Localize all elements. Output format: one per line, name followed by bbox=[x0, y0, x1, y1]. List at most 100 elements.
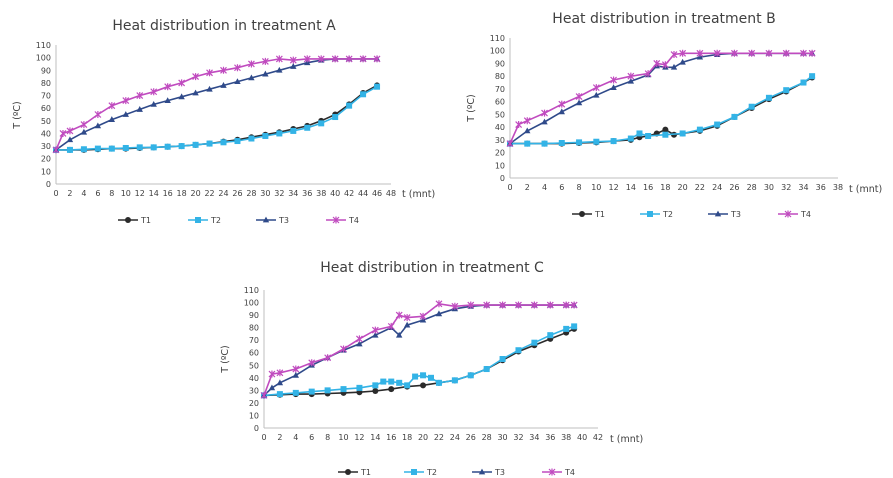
y-tick-label: 90 bbox=[495, 59, 505, 68]
data-point-t3 bbox=[292, 371, 300, 378]
data-point-t4 bbox=[748, 49, 756, 57]
legend-marker bbox=[548, 468, 556, 476]
x-tick-label: 12 bbox=[354, 433, 364, 442]
x-tick-label: 18 bbox=[660, 183, 670, 192]
data-point-t4 bbox=[506, 140, 514, 148]
x-tick-label: 28 bbox=[246, 189, 256, 198]
data-point-t4 bbox=[275, 55, 283, 63]
chart-title: Heat distribution in treatment A bbox=[112, 18, 336, 34]
x-tick-label: 16 bbox=[386, 433, 396, 442]
legend-label: T4 bbox=[564, 468, 575, 477]
legend-item-t3: T3 bbox=[472, 468, 505, 477]
data-point-t2 bbox=[262, 132, 269, 139]
x-tick-label: 22 bbox=[204, 189, 214, 198]
y-tick-label: 70 bbox=[249, 336, 259, 345]
data-point-t4 bbox=[220, 66, 227, 74]
data-point-t4 bbox=[541, 109, 548, 117]
data-point-t2 bbox=[66, 146, 73, 153]
data-point-t3 bbox=[136, 106, 143, 112]
data-point-t4 bbox=[808, 49, 816, 57]
legend-marker bbox=[411, 469, 417, 475]
x-tick-label: 36 bbox=[545, 433, 555, 442]
data-point-t4 bbox=[419, 312, 427, 320]
data-point-t3 bbox=[164, 97, 171, 103]
data-point-t4 bbox=[80, 121, 88, 129]
data-point-t3 bbox=[80, 128, 88, 135]
data-point-t2 bbox=[276, 391, 283, 398]
y-tick-label: 100 bbox=[36, 54, 51, 63]
y-tick-label: 10 bbox=[249, 411, 259, 420]
x-tick-label: 20 bbox=[190, 189, 200, 198]
data-point-t3 bbox=[356, 340, 363, 347]
x-tick-label: 28 bbox=[747, 183, 757, 192]
data-point-t2 bbox=[234, 138, 241, 145]
x-tick-label: 8 bbox=[109, 189, 114, 198]
data-point-t2 bbox=[304, 124, 311, 131]
data-point-t2 bbox=[292, 389, 299, 396]
y-tick-label: 50 bbox=[249, 361, 259, 370]
y-tick-label: 70 bbox=[41, 92, 51, 101]
x-tick-label: 14 bbox=[370, 433, 380, 442]
y-tick-label: 80 bbox=[249, 324, 259, 333]
data-point-t4 bbox=[530, 301, 538, 309]
data-point-t3 bbox=[558, 108, 565, 115]
data-point-t4 bbox=[661, 61, 669, 69]
data-point-t2 bbox=[192, 141, 199, 148]
x-tick-label: 32 bbox=[513, 433, 523, 442]
x-tick-label: 32 bbox=[781, 183, 791, 192]
data-point-t4 bbox=[515, 301, 522, 309]
y-tick-label: 10 bbox=[495, 161, 505, 170]
series-t4 bbox=[52, 55, 381, 154]
x-tick-label: 10 bbox=[121, 189, 131, 198]
data-point-t2 bbox=[308, 388, 315, 395]
x-tick-label: 0 bbox=[261, 433, 266, 442]
data-point-t4 bbox=[59, 129, 67, 137]
data-point-t2 bbox=[679, 130, 686, 137]
data-point-t3 bbox=[610, 84, 617, 91]
x-axis-label: t (mnt) bbox=[610, 434, 643, 445]
data-point-t4 bbox=[66, 127, 74, 135]
x-tick-label: 30 bbox=[497, 433, 507, 442]
data-point-t4 bbox=[317, 55, 325, 63]
data-point-t4 bbox=[696, 49, 704, 57]
data-point-t2 bbox=[696, 126, 703, 133]
data-point-t2 bbox=[576, 139, 583, 146]
x-tick-label: 4 bbox=[542, 183, 547, 192]
data-point-t4 bbox=[206, 69, 213, 77]
legend-label: T3 bbox=[278, 216, 289, 225]
y-tick-label: 60 bbox=[495, 98, 505, 107]
legend-label: T4 bbox=[348, 216, 359, 225]
legend-item-t1: T1 bbox=[572, 210, 605, 219]
x-tick-label: 42 bbox=[593, 433, 603, 442]
y-tick-label: 30 bbox=[495, 136, 505, 145]
data-point-t4 bbox=[570, 301, 578, 309]
x-tick-label: 36 bbox=[816, 183, 826, 192]
x-tick-label: 4 bbox=[293, 433, 298, 442]
data-point-t2 bbox=[610, 138, 617, 145]
x-tick-label: 10 bbox=[591, 183, 601, 192]
y-tick-label: 20 bbox=[249, 399, 259, 408]
x-tick-label: 24 bbox=[450, 433, 460, 442]
data-point-t2 bbox=[809, 73, 816, 80]
chart-1: Heat distribution in treatment A01020304… bbox=[12, 18, 435, 225]
y-tick-label: 50 bbox=[495, 110, 505, 119]
data-point-t2 bbox=[80, 146, 87, 153]
data-point-t2 bbox=[428, 374, 434, 381]
y-tick-label: 60 bbox=[41, 104, 51, 113]
legend-label: T3 bbox=[494, 468, 505, 477]
data-point-t2 bbox=[220, 139, 227, 146]
data-point-t4 bbox=[523, 117, 531, 125]
x-tick-label: 42 bbox=[344, 189, 354, 198]
data-point-t3 bbox=[372, 331, 379, 338]
data-point-t2 bbox=[451, 377, 458, 384]
y-tick-label: 20 bbox=[495, 149, 505, 158]
y-axis-label: T (ºC) bbox=[220, 345, 231, 373]
data-point-t2 bbox=[356, 384, 363, 391]
data-point-t2 bbox=[731, 113, 738, 120]
data-point-t3 bbox=[192, 89, 199, 96]
series-t4 bbox=[260, 300, 578, 399]
data-point-t4 bbox=[499, 301, 506, 309]
data-point-t4 bbox=[575, 93, 583, 101]
x-tick-label: 36 bbox=[302, 189, 312, 198]
data-point-t4 bbox=[261, 57, 269, 65]
